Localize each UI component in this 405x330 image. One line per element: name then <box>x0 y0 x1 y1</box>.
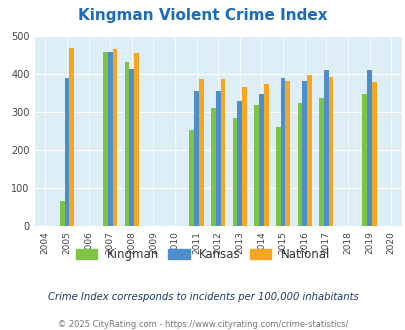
Text: Crime Index corresponds to incidents per 100,000 inhabitants: Crime Index corresponds to incidents per… <box>47 292 358 302</box>
Bar <box>189 130 194 226</box>
Bar <box>371 82 376 226</box>
Text: © 2025 CityRating.com - https://www.cityrating.com/crime-statistics/: © 2025 CityRating.com - https://www.city… <box>58 320 347 329</box>
Bar <box>124 62 129 226</box>
Bar <box>366 70 371 226</box>
Bar <box>318 98 323 226</box>
Bar <box>198 79 203 226</box>
Bar <box>258 94 263 226</box>
Bar <box>280 78 285 226</box>
Bar <box>323 70 328 226</box>
Bar <box>328 77 333 226</box>
Legend: Kingman, Kansas, National: Kingman, Kansas, National <box>73 245 332 263</box>
Bar <box>220 79 225 226</box>
Bar <box>60 201 64 226</box>
Bar <box>275 127 280 226</box>
Bar <box>134 53 139 226</box>
Bar <box>215 91 220 226</box>
Bar <box>129 69 134 226</box>
Bar <box>211 108 215 226</box>
Bar <box>103 52 107 226</box>
Bar <box>232 118 237 226</box>
Bar <box>254 105 258 226</box>
Bar <box>263 84 268 226</box>
Bar <box>237 101 242 226</box>
Bar <box>242 87 246 226</box>
Bar <box>64 78 69 226</box>
Bar <box>362 94 366 226</box>
Bar <box>285 81 290 226</box>
Bar <box>306 75 311 226</box>
Bar <box>297 103 302 226</box>
Bar <box>302 81 306 226</box>
Bar <box>194 91 198 226</box>
Bar <box>112 49 117 226</box>
Bar <box>69 48 74 226</box>
Bar <box>107 52 112 226</box>
Text: Kingman Violent Crime Index: Kingman Violent Crime Index <box>78 8 327 23</box>
